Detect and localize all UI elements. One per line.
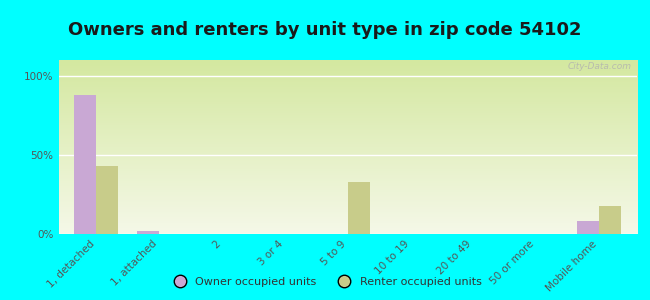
Legend: Owner occupied units, Renter occupied units: Owner occupied units, Renter occupied un… bbox=[164, 273, 486, 291]
Bar bbox=[96, 166, 118, 234]
Bar bbox=[348, 182, 370, 234]
Bar bbox=[74, 95, 96, 234]
Text: Owners and renters by unit type in zip code 54102: Owners and renters by unit type in zip c… bbox=[68, 21, 582, 39]
Bar bbox=[577, 221, 599, 234]
Bar bbox=[137, 231, 159, 234]
Text: City-Data.com: City-Data.com bbox=[567, 62, 631, 71]
Bar bbox=[599, 206, 621, 234]
